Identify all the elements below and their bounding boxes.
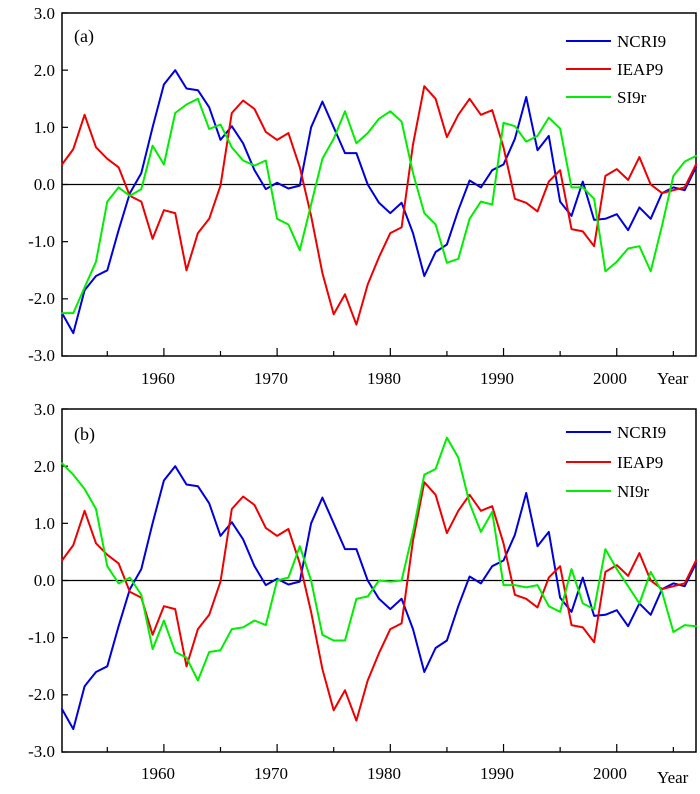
panel-b-legend: NCRI9 IEAP9 NI9r [566, 423, 666, 501]
panel-b-ticks [62, 408, 674, 753]
panel-b-label: (b) [74, 424, 95, 445]
panel-a-xlabel: Year [657, 369, 689, 388]
legend-label-ieap9: IEAP9 [617, 453, 663, 472]
panel-b: (b) 3.0 2.0 1.0 0.0 -1.0 -2.0 -3.0 1960 … [28, 400, 697, 787]
series-ni9r [61, 436, 697, 682]
panel-b-series [61, 436, 697, 731]
panel-a-series [61, 69, 697, 335]
series-ieap9 [61, 481, 697, 722]
panel-a-xtick-label: 1970 [254, 369, 288, 388]
panel-a-ytick-label: -2.0 [28, 289, 55, 308]
panel-b-y-tick-labels: 3.0 2.0 1.0 0.0 -1.0 -2.0 -3.0 [28, 400, 55, 761]
panel-a-ytick-label: -1.0 [28, 232, 55, 251]
series-ncri9 [61, 465, 697, 731]
series-ieap9 [61, 85, 697, 326]
panel-a-ticks [62, 12, 674, 357]
series-ncri9 [61, 69, 697, 335]
legend-label-ncri9: NCRI9 [617, 32, 666, 51]
panel-a-ytick-label: 2.0 [34, 61, 55, 80]
legend-label-si9r: SI9r [617, 88, 647, 107]
panel-b-ytick-label: 1.0 [34, 514, 55, 533]
panel-a-ytick-label: 0.0 [34, 175, 55, 194]
panel-b-x-tick-labels: 1960 1970 1980 1990 2000 [141, 764, 627, 783]
panel-b-ytick-label: 0.0 [34, 571, 55, 590]
legend-label-ncri9: NCRI9 [617, 423, 666, 442]
series-si9r [61, 97, 697, 315]
panel-b-xtick-label: 1990 [480, 764, 514, 783]
panel-a-legend: NCRI9 IEAP9 SI9r [566, 32, 666, 107]
panel-b-xtick-label: 2000 [593, 764, 627, 783]
panel-a-x-tick-labels: 1960 1970 1980 1990 2000 [141, 369, 627, 388]
panel-b-ytick-label: -2.0 [28, 685, 55, 704]
panel-b-xlabel: Year [657, 768, 689, 787]
panel-b-xtick-label: 1980 [367, 764, 401, 783]
panel-a-xtick-label: 1990 [480, 369, 514, 388]
panel-a-xtick-label: 1980 [367, 369, 401, 388]
legend-label-ieap9: IEAP9 [617, 60, 663, 79]
panel-a-ytick-label: 1.0 [34, 118, 55, 137]
legend-label-ni9r: NI9r [617, 482, 649, 501]
panel-b-xtick-label: 1960 [141, 764, 175, 783]
panel-b-xtick-label: 1970 [254, 764, 288, 783]
panel-b-ytick-label: -3.0 [28, 742, 55, 761]
panel-b-ytick-label: 2.0 [34, 457, 55, 476]
panel-a-ytick-label: 3.0 [34, 4, 55, 23]
panel-a-xtick-label: 1960 [141, 369, 175, 388]
panel-a-label: (a) [74, 26, 94, 47]
panel-b-ytick-label: 3.0 [34, 400, 55, 419]
panel-a-y-tick-labels: 3.0 2.0 1.0 0.0 -1.0 -2.0 -3.0 [28, 4, 55, 365]
panel-b-ytick-label: -1.0 [28, 628, 55, 647]
panel-a: (a) 3.0 2.0 1.0 0.0 -1.0 -2.0 -3.0 1960 … [28, 4, 697, 388]
panel-a-ytick-label: -3.0 [28, 346, 55, 365]
panel-a-xtick-label: 2000 [593, 369, 627, 388]
